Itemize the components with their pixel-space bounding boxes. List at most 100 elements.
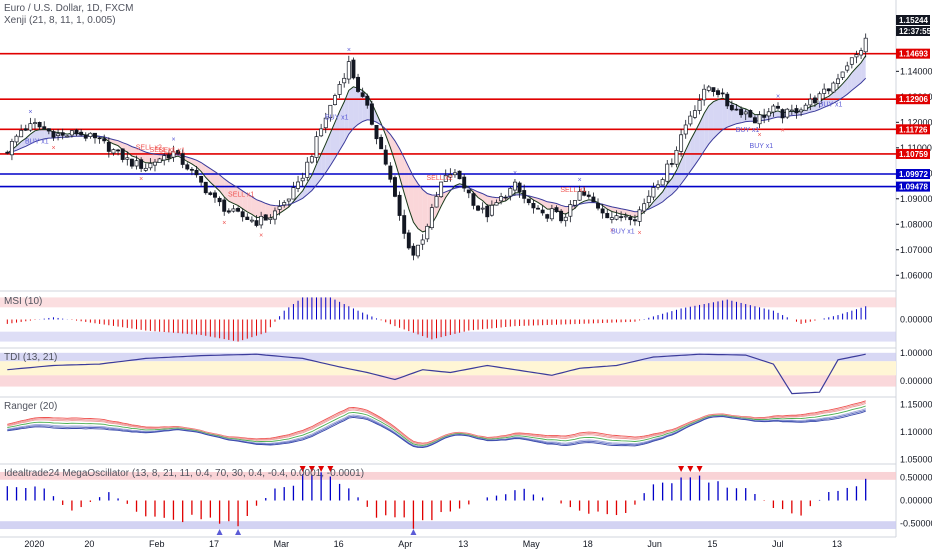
- candle-body: [485, 205, 490, 218]
- trend-fill-segment: [191, 158, 197, 168]
- trend-fill-segment: [621, 208, 626, 215]
- trend-fill-segment: [238, 187, 243, 209]
- candle-body: [383, 149, 388, 165]
- candle-body: [148, 163, 153, 169]
- candle: [360, 87, 365, 98]
- candle-body: [60, 132, 65, 136]
- trend-fill-segment: [616, 207, 622, 215]
- candle: [817, 91, 822, 108]
- trend-fill-segment: [145, 152, 151, 163]
- candle: [388, 162, 393, 183]
- candle: [379, 134, 384, 150]
- signal-x-mark: ×: [51, 145, 55, 152]
- candle-body: [660, 179, 665, 186]
- candle-body: [240, 211, 245, 218]
- candle: [517, 181, 522, 198]
- candle: [259, 211, 264, 229]
- trend-fill-segment: [34, 129, 40, 142]
- candle: [23, 124, 28, 131]
- candle: [194, 165, 199, 178]
- trend-fill-segment: [611, 206, 617, 213]
- candle-body: [554, 207, 559, 213]
- mega-buy-arrow: [235, 529, 242, 536]
- candle-body: [665, 163, 670, 182]
- level-label-1: 1.12906: [899, 95, 928, 104]
- date-tick-label: 15: [707, 539, 717, 549]
- candle: [526, 198, 531, 206]
- candle-body: [476, 205, 481, 211]
- level-tag-0: [896, 48, 930, 59]
- trend-fill-segment: [39, 129, 45, 141]
- trend-fill-segment: [261, 201, 266, 219]
- candle-body: [734, 108, 739, 111]
- signal-x-mark: ×: [222, 220, 226, 227]
- candle: [679, 129, 684, 157]
- candle: [706, 85, 711, 93]
- trend-fill-segment: [805, 106, 811, 114]
- candle: [854, 50, 859, 64]
- candle-body: [863, 37, 868, 53]
- candle-body: [443, 174, 448, 182]
- candle-body: [56, 133, 61, 136]
- candle: [60, 128, 65, 140]
- candle-body: [619, 216, 624, 218]
- candle-body: [716, 90, 720, 95]
- candle: [406, 229, 411, 250]
- candle-body: [536, 207, 540, 210]
- date-tick-label: 20: [84, 539, 94, 549]
- buy-signal-label: BUY x1: [819, 101, 843, 108]
- candle: [139, 157, 144, 173]
- candle-body: [803, 104, 808, 111]
- candle-body: [406, 232, 411, 249]
- candle-body: [296, 181, 301, 189]
- candle: [129, 158, 134, 169]
- candle: [93, 132, 97, 144]
- candle-body: [28, 123, 33, 131]
- candle: [591, 192, 596, 203]
- candle: [822, 83, 827, 100]
- candle: [766, 108, 771, 122]
- countdown-tag: 12:37:55: [896, 26, 932, 36]
- candle-body: [213, 192, 217, 198]
- ranger-band-2: [7, 402, 866, 445]
- candle: [217, 196, 222, 207]
- candle: [660, 177, 665, 186]
- pane-title-msi: MSI (10): [4, 296, 42, 307]
- candle-body: [656, 184, 660, 188]
- trend-fill-segment: [228, 182, 234, 204]
- candle: [780, 108, 785, 124]
- date-tick-label: May: [523, 539, 541, 549]
- candle-body: [365, 95, 370, 106]
- candle-body: [65, 135, 70, 138]
- candle-body: [374, 125, 379, 140]
- candle-body: [609, 217, 614, 220]
- candle: [799, 107, 804, 117]
- trend-fill-segment: [339, 101, 345, 151]
- trend-fill-segment: [256, 199, 262, 218]
- candle-body: [679, 134, 684, 152]
- candle-body: [572, 200, 577, 206]
- candle-body: [697, 100, 702, 111]
- candle: [416, 244, 421, 259]
- trend-fill-segment: [810, 105, 815, 113]
- mega-upper-zone: [0, 471, 896, 480]
- trend-fill-segment: [422, 189, 428, 232]
- candle-body: [577, 191, 582, 201]
- candle-body: [309, 156, 314, 163]
- trend-fill-segment: [390, 134, 395, 162]
- candle-body: [503, 196, 508, 199]
- candle: [236, 206, 241, 213]
- date-tick-label: Jul: [772, 539, 784, 549]
- candle: [674, 146, 679, 168]
- candle-body: [9, 141, 14, 156]
- candle: [143, 163, 148, 172]
- buy-signal-label: BUY x1: [325, 115, 349, 122]
- candle: [826, 88, 831, 95]
- mega-sell-arrow: [318, 465, 325, 472]
- candle: [776, 102, 780, 110]
- candle: [499, 192, 504, 205]
- candle-body: [171, 151, 176, 158]
- trend-fill-segment: [630, 210, 635, 218]
- candle-body: [286, 198, 291, 202]
